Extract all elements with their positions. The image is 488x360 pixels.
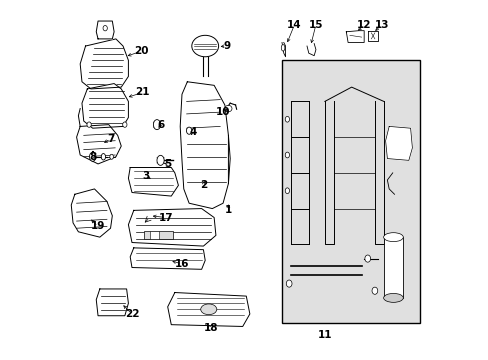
Ellipse shape: [87, 122, 91, 127]
Ellipse shape: [101, 154, 105, 160]
Ellipse shape: [364, 255, 370, 262]
Text: 1: 1: [224, 205, 232, 215]
Bar: [144, 231, 173, 239]
Ellipse shape: [285, 116, 289, 122]
Ellipse shape: [383, 233, 403, 242]
Ellipse shape: [281, 45, 285, 51]
Ellipse shape: [191, 35, 218, 57]
Text: 2: 2: [200, 180, 206, 190]
Polygon shape: [128, 167, 178, 196]
Polygon shape: [77, 125, 121, 164]
Ellipse shape: [122, 122, 127, 127]
Ellipse shape: [285, 280, 291, 287]
Bar: [383, 237, 403, 298]
Text: 19: 19: [91, 221, 105, 231]
Polygon shape: [367, 31, 378, 41]
Bar: [149, 231, 159, 239]
Text: 18: 18: [203, 323, 217, 333]
Ellipse shape: [201, 304, 216, 315]
Polygon shape: [130, 248, 205, 269]
Bar: [282, 60, 419, 323]
Text: 7: 7: [107, 134, 114, 144]
Text: 22: 22: [124, 309, 139, 319]
Ellipse shape: [285, 152, 289, 158]
Text: 3: 3: [142, 171, 150, 181]
Text: 12: 12: [356, 19, 371, 30]
Ellipse shape: [285, 188, 289, 194]
Polygon shape: [167, 293, 249, 327]
Text: 11: 11: [317, 330, 331, 341]
Polygon shape: [385, 126, 411, 160]
Ellipse shape: [110, 154, 113, 159]
Text: 8: 8: [89, 152, 96, 162]
Ellipse shape: [371, 287, 377, 294]
Ellipse shape: [383, 293, 403, 302]
Text: 10: 10: [215, 107, 230, 117]
Text: 5: 5: [164, 159, 171, 169]
Text: 6: 6: [157, 120, 164, 130]
Polygon shape: [180, 82, 228, 208]
Polygon shape: [71, 189, 112, 237]
Ellipse shape: [224, 105, 231, 112]
Text: 14: 14: [286, 19, 301, 30]
Ellipse shape: [157, 156, 164, 165]
Text: 16: 16: [174, 259, 189, 269]
Polygon shape: [82, 84, 128, 128]
Polygon shape: [80, 39, 128, 89]
Text: 4: 4: [189, 127, 196, 137]
Text: 15: 15: [308, 19, 323, 30]
Ellipse shape: [103, 26, 107, 31]
Text: 17: 17: [158, 212, 173, 222]
Ellipse shape: [89, 152, 96, 161]
Polygon shape: [346, 31, 364, 42]
Polygon shape: [96, 21, 114, 39]
Text: 21: 21: [135, 87, 150, 98]
Text: 13: 13: [374, 19, 388, 30]
Ellipse shape: [153, 120, 160, 130]
Polygon shape: [128, 208, 216, 246]
Text: 20: 20: [133, 46, 148, 57]
Text: 9: 9: [223, 41, 230, 51]
Polygon shape: [96, 289, 128, 316]
Ellipse shape: [186, 127, 191, 134]
